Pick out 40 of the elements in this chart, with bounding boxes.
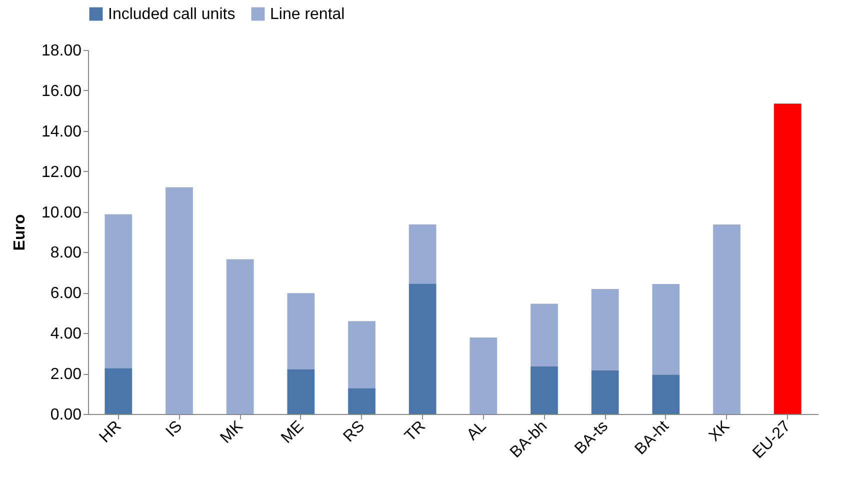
legend-label: Included call units xyxy=(108,6,236,23)
bar xyxy=(652,374,680,414)
bar xyxy=(530,366,558,414)
bar xyxy=(713,224,740,414)
bar xyxy=(348,388,376,414)
x-tick-label: ME xyxy=(278,418,308,447)
bar xyxy=(408,224,436,284)
y-tick-label: 4.00 xyxy=(50,326,82,343)
bar xyxy=(591,289,619,371)
legend-label: Line rental xyxy=(270,6,345,23)
bar xyxy=(226,259,254,414)
x-tick-label: TR xyxy=(402,418,429,445)
bar xyxy=(652,284,680,375)
x-tick-label: AL xyxy=(464,418,490,444)
bar xyxy=(104,368,132,414)
bar xyxy=(104,214,132,368)
bar xyxy=(470,338,498,414)
bar xyxy=(591,370,619,414)
bar xyxy=(287,293,315,370)
bar xyxy=(287,369,315,414)
x-tick-label: XK xyxy=(706,418,734,445)
bar xyxy=(408,284,436,414)
y-axis-title: Euro xyxy=(11,214,28,251)
y-tick-label: 6.00 xyxy=(50,285,82,302)
y-tick-label: 12.00 xyxy=(41,164,82,181)
bar xyxy=(774,104,802,414)
x-tick-label: MK xyxy=(217,418,247,447)
y-tick-label: 16.00 xyxy=(41,82,82,100)
y-tick-label: 14.00 xyxy=(41,123,82,140)
y-tick-label: 2.00 xyxy=(50,366,82,384)
y-tick-label: 0.00 xyxy=(50,406,82,424)
y-tick-label: 8.00 xyxy=(50,244,82,262)
y-tick-label: 10.00 xyxy=(41,204,82,222)
bar xyxy=(530,304,558,366)
x-tick-label: HR xyxy=(96,418,125,446)
x-tick-label: RS xyxy=(340,418,368,446)
bar xyxy=(348,321,376,388)
x-tick-label: IS xyxy=(162,418,186,441)
y-tick-label: 18.00 xyxy=(41,42,82,60)
bar xyxy=(166,187,193,414)
